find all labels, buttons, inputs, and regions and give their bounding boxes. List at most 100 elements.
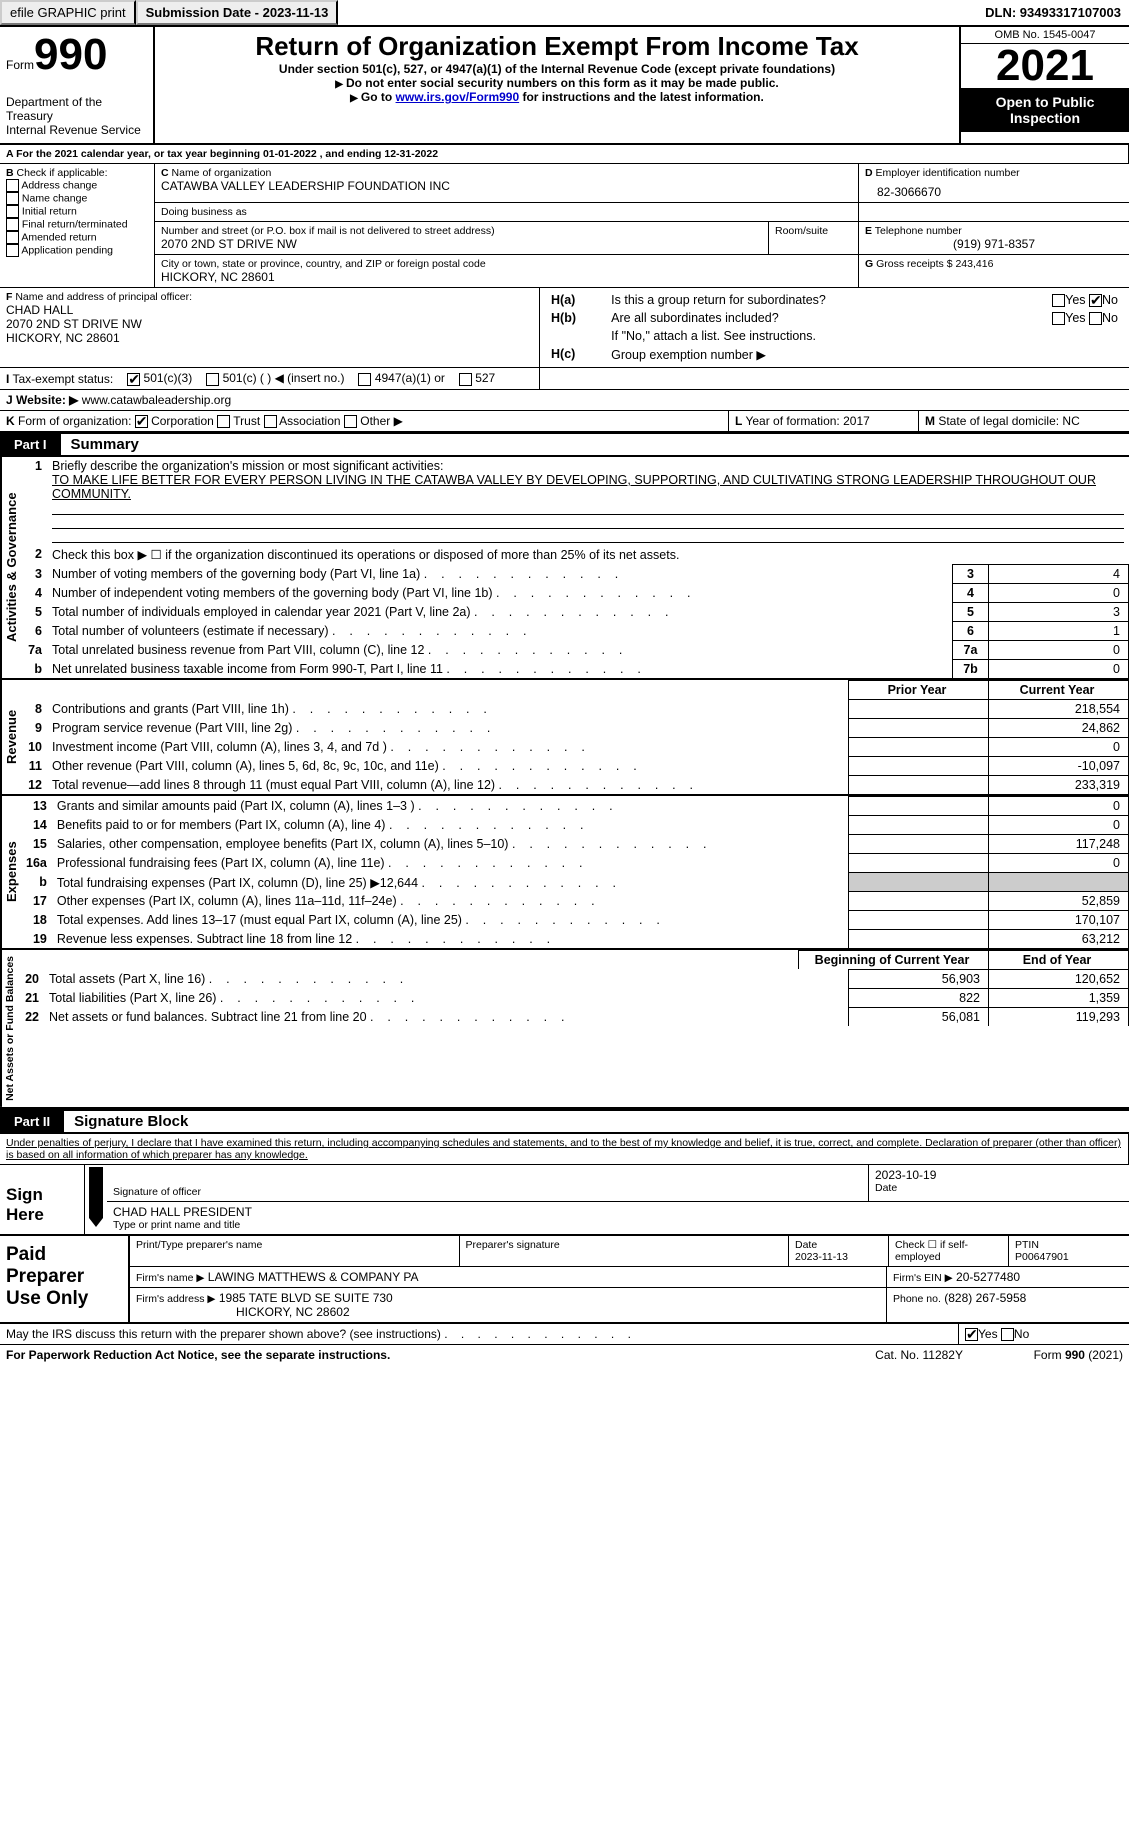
cb-4947[interactable] — [358, 373, 371, 386]
table-row: 4Number of independent voting members of… — [21, 584, 1129, 603]
firm-addr-label: Firm's address ▶ — [136, 1293, 216, 1305]
cat-no: Cat. No. 11282Y — [869, 1345, 969, 1365]
cb-other[interactable] — [344, 415, 357, 428]
addr-label: Number and street (or P.O. box if mail i… — [161, 225, 762, 237]
website-label: Website: ▶ — [16, 393, 78, 407]
firm-phone-value: (828) 267-5958 — [944, 1291, 1026, 1305]
table-row: 21Total liabilities (Part X, line 26)822… — [18, 989, 1129, 1008]
discuss-label: May the IRS discuss this return with the… — [0, 1324, 959, 1344]
l2-text: Check this box ▶ ☐ if the organization d… — [47, 545, 1129, 564]
org-name-label: Name of organization — [172, 167, 272, 179]
year-form-value: 2017 — [843, 414, 870, 428]
table-row: 5Total number of individuals employed in… — [21, 603, 1129, 622]
vlabel-revenue: Revenue — [0, 680, 21, 794]
table-row: 13Grants and similar amounts paid (Part … — [21, 797, 1129, 816]
table-row: 17Other expenses (Part IX, column (A), l… — [21, 892, 1129, 911]
efile-print-button[interactable]: efile GRAPHIC print — [0, 0, 136, 25]
cb-assoc[interactable] — [264, 415, 277, 428]
check-applicable-label: Check if applicable: — [17, 167, 108, 179]
hdr-current: Current Year — [989, 681, 1129, 700]
table-row: 19Revenue less expenses. Subtract line 1… — [21, 930, 1129, 949]
table-row: bTotal fundraising expenses (Part IX, co… — [21, 873, 1129, 892]
vlabel-expenses: Expenses — [0, 796, 21, 948]
firm-city: HICKORY, NC 28602 — [236, 1305, 350, 1319]
city-label: City or town, state or province, country… — [161, 258, 852, 270]
cb-address-change[interactable] — [6, 179, 19, 192]
firm-ein-value: 20-5277480 — [956, 1270, 1020, 1284]
ptin-value: P00647901 — [1015, 1251, 1069, 1263]
prep-name-label: Print/Type preparer's name — [130, 1236, 460, 1266]
gross-value: 243,416 — [955, 258, 993, 270]
tax-year: 2021 — [961, 44, 1129, 88]
ein-label: Employer identification number — [876, 167, 1020, 179]
table-row: bNet unrelated business taxable income f… — [21, 660, 1129, 679]
cb-corp[interactable] — [135, 415, 148, 428]
period-line: A For the 2021 calendar year, or tax yea… — [0, 145, 1129, 164]
cb-discuss-no[interactable] — [1001, 1328, 1014, 1341]
cb-application-pending[interactable] — [6, 244, 19, 257]
dba-label: Doing business as — [155, 203, 859, 221]
table-row: 16aProfessional fundraising fees (Part I… — [21, 854, 1129, 873]
phone-label: Telephone number — [875, 225, 962, 237]
sign-arrow-icon — [89, 1167, 103, 1227]
pra-notice: For Paperwork Reduction Act Notice, see … — [0, 1345, 869, 1365]
declaration: Under penalties of perjury, I declare th… — [0, 1134, 1129, 1165]
submission-date: Submission Date - 2023-11-13 — [136, 0, 339, 25]
table-row: 18Total expenses. Add lines 13–17 (must … — [21, 911, 1129, 930]
irs-link[interactable]: www.irs.gov/Form990 — [396, 90, 520, 104]
cb-name-change[interactable] — [6, 192, 19, 205]
ha-label: Is this a group return for subordinates? — [606, 291, 992, 309]
type-name-label: Type or print name and title — [113, 1219, 1123, 1231]
sig-date-label: Date — [875, 1182, 1123, 1194]
hdr-end: End of Year — [989, 951, 1129, 970]
officer-name-title: CHAD HALL PRESIDENT — [113, 1205, 1123, 1219]
website-value: www.catawbaleadership.org — [82, 393, 231, 407]
cb-amended-return[interactable] — [6, 231, 19, 244]
formorg-label: Form of organization: — [18, 414, 131, 428]
officer-label: Name and address of principal officer: — [15, 291, 192, 303]
firm-addr-value: 1985 TATE BLVD SE SUITE 730 — [219, 1291, 393, 1305]
form-header: Form990 Department of the Treasury Inter… — [0, 27, 1129, 145]
room-label: Room/suite — [769, 222, 859, 254]
subtitle-2: Do not enter social security numbers on … — [163, 76, 951, 90]
table-row: 6Total number of volunteers (estimate if… — [21, 622, 1129, 641]
table-row: 3Number of voting members of the governi… — [21, 565, 1129, 584]
table-row: 22Net assets or fund balances. Subtract … — [18, 1008, 1129, 1027]
hdr-begin: Beginning of Current Year — [799, 951, 989, 970]
table-row: 12Total revenue—add lines 8 through 11 (… — [21, 776, 1129, 795]
firm-name-label: Firm's name ▶ — [136, 1272, 204, 1284]
table-row: 7aTotal unrelated business revenue from … — [21, 641, 1129, 660]
prep-date-value: 2023-11-13 — [795, 1251, 848, 1263]
sign-here-label: Sign Here — [0, 1165, 85, 1234]
phone-value: (919) 971-8357 — [865, 237, 1123, 251]
part1-header: Part I Summary — [0, 432, 1129, 457]
self-employed-label: Check ☐ if self-employed — [889, 1236, 1009, 1266]
l1-label: Briefly describe the organization's miss… — [52, 459, 443, 473]
cb-hb-yes[interactable] — [1052, 312, 1065, 325]
prep-sig-label: Preparer's signature — [460, 1236, 790, 1266]
cb-discuss-yes[interactable] — [965, 1328, 978, 1341]
cb-initial-return[interactable] — [6, 205, 19, 218]
cb-ha-no[interactable] — [1089, 294, 1102, 307]
cb-hb-no[interactable] — [1089, 312, 1102, 325]
cb-ha-yes[interactable] — [1052, 294, 1065, 307]
treasury-dept: Department of the Treasury — [6, 95, 147, 123]
officer-name: CHAD HALL — [6, 303, 533, 317]
officer-city: HICKORY, NC 28601 — [6, 331, 533, 345]
sig-officer-label: Signature of officer — [113, 1186, 862, 1198]
officer-addr: 2070 2ND ST DRIVE NW — [6, 317, 533, 331]
cb-501c[interactable] — [206, 373, 219, 386]
hdr-prior: Prior Year — [849, 681, 989, 700]
hb-label: Are all subordinates included? — [606, 309, 992, 327]
cb-final-return[interactable] — [6, 218, 19, 231]
tax-status-label: Tax-exempt status: — [12, 372, 113, 386]
org-name: CATAWBA VALLEY LEADERSHIP FOUNDATION INC — [161, 179, 852, 193]
subtitle-1: Under section 501(c), 527, or 4947(a)(1)… — [163, 62, 951, 76]
top-bar: efile GRAPHIC print Submission Date - 20… — [0, 0, 1129, 27]
cb-527[interactable] — [459, 373, 472, 386]
cb-501c3[interactable] — [127, 373, 140, 386]
goto-label: Go to — [350, 90, 395, 104]
cb-trust[interactable] — [217, 415, 230, 428]
irs-label: Internal Revenue Service — [6, 123, 147, 137]
table-row: 15Salaries, other compensation, employee… — [21, 835, 1129, 854]
